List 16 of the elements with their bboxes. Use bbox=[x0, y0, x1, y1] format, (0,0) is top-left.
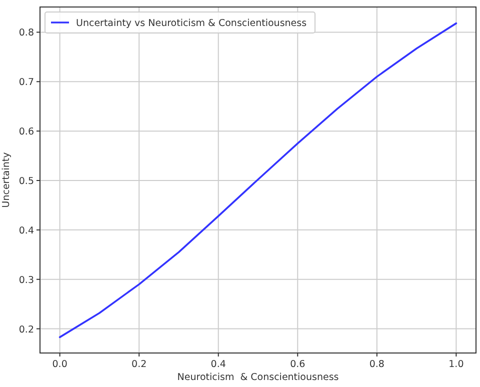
x-tick-label: 1.0 bbox=[448, 359, 464, 370]
y-tick-label: 0.6 bbox=[18, 126, 34, 138]
y-tick-label: 0.4 bbox=[18, 225, 34, 236]
x-axis-title: Neuroticism & Conscientiousness bbox=[177, 372, 339, 383]
y-axis-title: Uncertainty bbox=[1, 152, 12, 208]
legend-label: Uncertainty vs Neuroticism & Conscientiousness bbox=[76, 18, 307, 29]
x-tick-label: 0.8 bbox=[369, 359, 384, 370]
x-tick-label: 0.4 bbox=[210, 359, 226, 370]
x-tick-label: 0.2 bbox=[132, 359, 147, 370]
y-tick-label: 0.7 bbox=[18, 77, 34, 88]
y-tick-label: 0.5 bbox=[18, 176, 34, 187]
y-tick-label: 0.3 bbox=[18, 274, 34, 286]
x-tick-label: 0.6 bbox=[290, 359, 306, 370]
y-tick-label: 0.2 bbox=[18, 324, 34, 336]
y-tick-label: 0.8 bbox=[18, 28, 34, 39]
x-tick-label: 0.0 bbox=[52, 359, 68, 370]
